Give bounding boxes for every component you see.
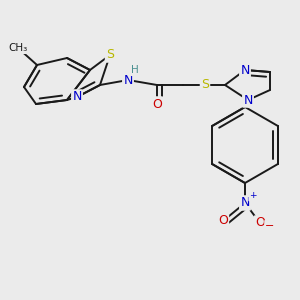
Text: CH₃: CH₃ <box>8 43 28 53</box>
Text: O: O <box>218 214 228 227</box>
Text: S: S <box>106 49 114 62</box>
Text: O: O <box>255 217 265 230</box>
Text: N: N <box>240 64 250 76</box>
Text: O: O <box>152 98 162 110</box>
Text: −: − <box>265 221 275 231</box>
Text: N: N <box>72 91 82 103</box>
Text: H: H <box>131 65 139 75</box>
Text: +: + <box>249 191 257 200</box>
Text: N: N <box>240 196 250 209</box>
Text: N: N <box>243 94 253 106</box>
Text: S: S <box>201 79 209 92</box>
Text: N: N <box>123 74 133 86</box>
